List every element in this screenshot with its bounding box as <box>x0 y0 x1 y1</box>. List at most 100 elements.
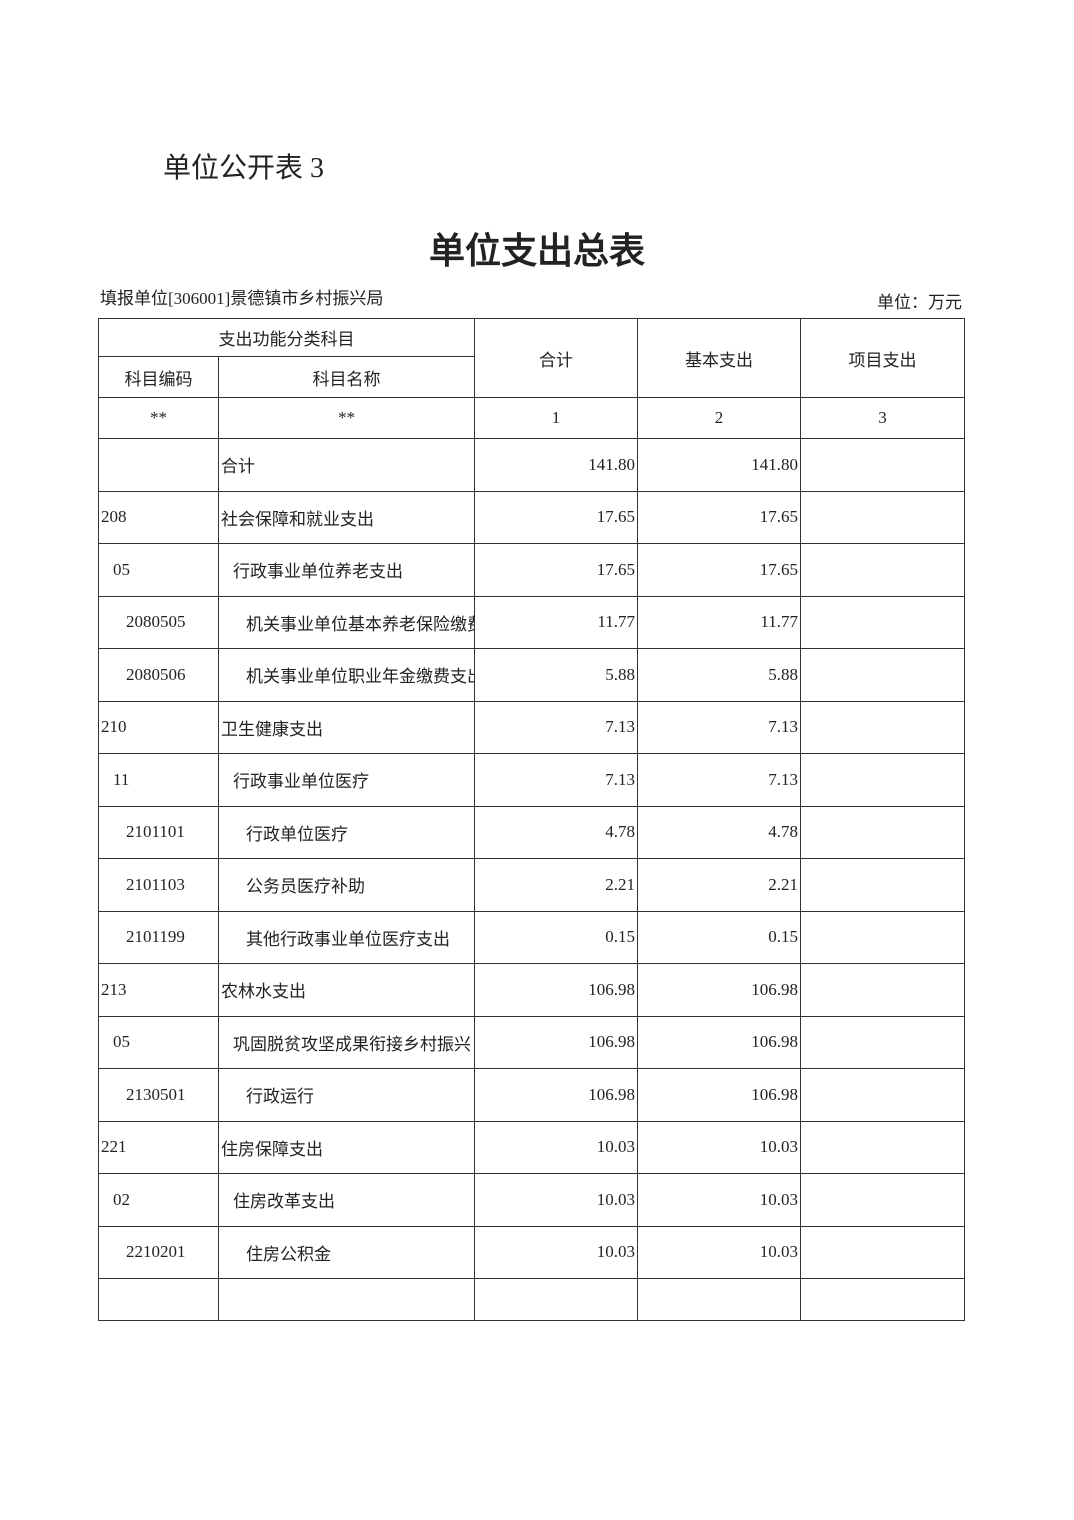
amount-cell: 5.88 <box>474 648 638 702</box>
code-cell: 11 <box>98 753 219 807</box>
name-cell: 行政事业单位养老支出 <box>218 543 475 597</box>
data-row: 11 行政事业单位医疗 7.13 7.13 <box>98 753 965 807</box>
name-cell: 巩固脱贫攻坚成果衔接乡村振兴 <box>218 1015 475 1069</box>
project-cell <box>800 1068 965 1122</box>
amount-cell: 106.98 <box>474 963 638 1017</box>
data-row: 210 卫生健康支出 7.13 7.13 <box>98 700 965 754</box>
name-cell: 机关事业单位职业年金缴费支出 <box>218 648 475 702</box>
doc-title: 单位支出总表 <box>428 231 645 272</box>
name-cell: 农林水支出 <box>218 963 475 1017</box>
name-cell: 社会保障和就业支出 <box>218 490 475 544</box>
amount-cell: 106.98 <box>637 1068 801 1122</box>
data-row: 221 住房保障支出 10.03 10.03 <box>98 1120 965 1174</box>
blank-cell <box>218 1278 475 1321</box>
amount-cell: 106.98 <box>474 1068 638 1122</box>
amount-cell: 141.80 <box>474 438 638 492</box>
amount-cell: 106.98 <box>474 1015 638 1069</box>
project-cell <box>800 438 965 492</box>
amount-cell: 10.03 <box>637 1173 801 1227</box>
index-cell: ** <box>98 397 219 439</box>
project-cell <box>800 1225 965 1279</box>
project-cell <box>800 910 965 964</box>
code-cell: 2101101 <box>98 805 219 859</box>
name-cell: 行政运行 <box>218 1068 475 1122</box>
code-cell <box>98 438 219 492</box>
amount-cell: 17.65 <box>474 490 638 544</box>
amount-cell: 4.78 <box>474 805 638 859</box>
header-row: 支出功能分类科目 合计 基本支出 项目支出 <box>98 318 965 398</box>
data-row: 2210201 住房公积金 10.03 10.03 <box>98 1225 965 1279</box>
amount-cell: 11.77 <box>474 595 638 649</box>
amount-cell: 17.65 <box>637 543 801 597</box>
code-cell: 2080506 <box>98 648 219 702</box>
name-cell: 住房改革支出 <box>218 1173 475 1227</box>
project-cell <box>800 1120 965 1174</box>
amount-cell: 10.03 <box>474 1120 638 1174</box>
code-cell: 2101103 <box>98 858 219 912</box>
blank-cell <box>98 1278 219 1321</box>
project-cell <box>800 1015 965 1069</box>
code-cell: 2130501 <box>98 1068 219 1122</box>
amount-cell: 2.21 <box>474 858 638 912</box>
data-row: 2130501 行政运行 106.98 106.98 <box>98 1068 965 1122</box>
code-cell: 05 <box>98 543 219 597</box>
project-cell <box>800 858 965 912</box>
amount-cell: 17.65 <box>474 543 638 597</box>
unit-note: 单位：万元 <box>877 293 962 312</box>
column-header: 科目名称 <box>218 356 475 398</box>
amount-cell: 106.98 <box>637 963 801 1017</box>
data-row: 208 社会保障和就业支出 17.65 17.65 <box>98 490 965 544</box>
amount-cell: 10.03 <box>474 1173 638 1227</box>
column-header: 项目支出 <box>800 318 965 398</box>
data-row: 05 行政事业单位养老支出 17.65 17.65 <box>98 543 965 597</box>
data-row: 213 农林水支出 106.98 106.98 <box>98 963 965 1017</box>
amount-cell: 0.15 <box>474 910 638 964</box>
project-cell <box>800 490 965 544</box>
amount-cell: 17.65 <box>637 490 801 544</box>
code-cell: 208 <box>98 490 219 544</box>
data-row: 02 住房改革支出 10.03 10.03 <box>98 1173 965 1227</box>
index-cell: 3 <box>800 397 965 439</box>
amount-cell: 7.13 <box>637 700 801 754</box>
name-cell: 住房公积金 <box>218 1225 475 1279</box>
project-cell <box>800 648 965 702</box>
code-cell: 2080505 <box>98 595 219 649</box>
name-cell: 卫生健康支出 <box>218 700 475 754</box>
amount-cell: 4.78 <box>637 805 801 859</box>
amount-cell: 7.13 <box>474 700 638 754</box>
amount-cell: 7.13 <box>637 753 801 807</box>
data-row: 2101199 其他行政事业单位医疗支出 0.15 0.15 <box>98 910 965 964</box>
group-header: 支出功能分类科目 <box>98 318 475 357</box>
code-cell: 213 <box>98 963 219 1017</box>
name-cell: 住房保障支出 <box>218 1120 475 1174</box>
index-row: ** ** 1 2 3 <box>98 397 965 439</box>
name-cell: 其他行政事业单位医疗支出 <box>218 910 475 964</box>
name-cell: 行政单位医疗 <box>218 805 475 859</box>
project-cell <box>800 963 965 1017</box>
data-row: 合计 141.80 141.80 <box>98 438 965 492</box>
amount-cell: 10.03 <box>637 1120 801 1174</box>
blank-row <box>98 1278 965 1321</box>
amount-cell: 2.21 <box>637 858 801 912</box>
column-header: 科目编码 <box>98 356 219 398</box>
name-cell: 合计 <box>218 438 475 492</box>
blank-cell <box>800 1278 965 1321</box>
code-cell: 221 <box>98 1120 219 1174</box>
index-cell: ** <box>218 397 475 439</box>
blank-cell <box>474 1278 638 1321</box>
reporting-unit: 填报单位[306001]景德镇市乡村振兴局 <box>100 289 384 308</box>
index-cell: 2 <box>637 397 801 439</box>
data-row: 05 巩固脱贫攻坚成果衔接乡村振兴 106.98 106.98 <box>98 1015 965 1069</box>
index-cell: 1 <box>474 397 638 439</box>
amount-cell: 5.88 <box>637 648 801 702</box>
project-cell <box>800 595 965 649</box>
name-cell: 机关事业单位基本养老保险缴费支出 <box>218 595 475 649</box>
column-header: 合计 <box>474 318 638 398</box>
amount-cell: 0.15 <box>637 910 801 964</box>
amount-cell: 11.77 <box>637 595 801 649</box>
amount-cell: 141.80 <box>637 438 801 492</box>
column-header: 基本支出 <box>637 318 801 398</box>
data-row: 2101101 行政单位医疗 4.78 4.78 <box>98 805 965 859</box>
name-cell: 公务员医疗补助 <box>218 858 475 912</box>
